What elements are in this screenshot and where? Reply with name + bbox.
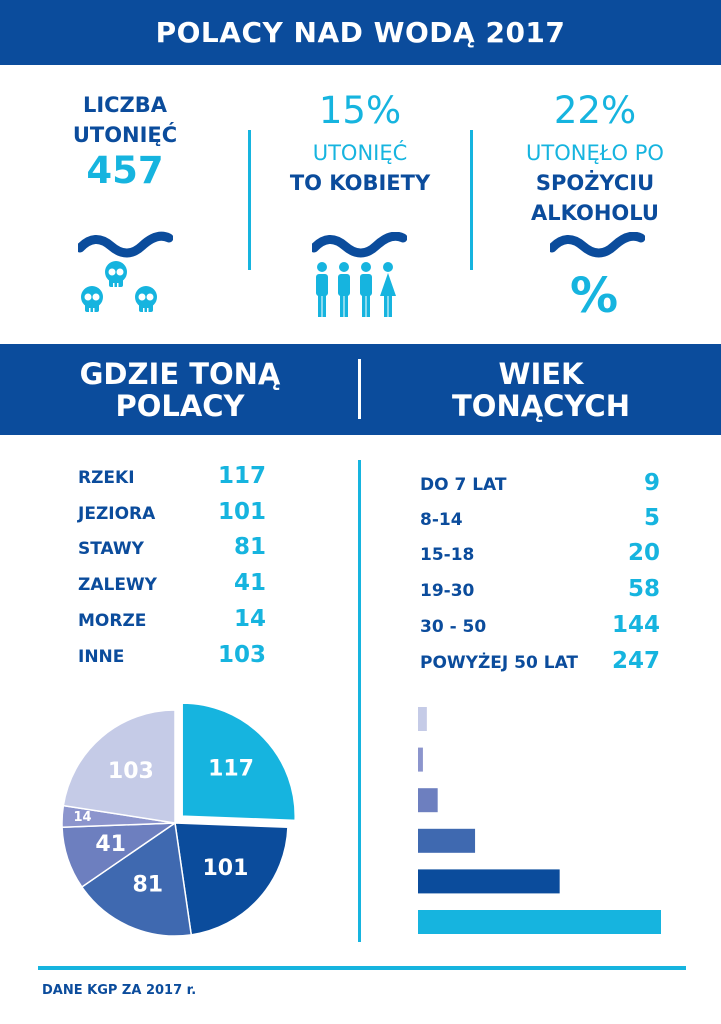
age-bar-5 bbox=[418, 910, 661, 934]
section-age-line-2: TONĄCYCH bbox=[452, 389, 630, 423]
section-where-line-1: GDZIE TONĄ bbox=[79, 357, 281, 391]
people-icon bbox=[309, 231, 408, 331]
stat-drownings: LICZBA UTONIĘĆ 457 bbox=[40, 90, 210, 192]
section-where-header: GDZIE TONĄ POLACY bbox=[35, 358, 325, 422]
pie-label-inne: 103 bbox=[108, 759, 154, 784]
age-row-label: DO 7 LAT bbox=[420, 475, 507, 495]
age-row: DO 7 LAT bbox=[420, 470, 507, 500]
places-row: ZALEWY bbox=[78, 570, 157, 600]
age-row-value: 5 bbox=[643, 505, 660, 531]
age-row-value: 9 bbox=[643, 470, 660, 496]
age-row-value: 247 bbox=[611, 648, 660, 674]
stat-women: 15% UTONIĘĆ TO KOBIETY bbox=[265, 90, 455, 198]
stat-separator-1 bbox=[248, 130, 251, 270]
section-header-divider bbox=[358, 359, 361, 419]
section-where-line-2: POLACY bbox=[115, 389, 245, 423]
pie-slice-jeziora bbox=[174, 822, 289, 936]
pie-label-morze: 14 bbox=[73, 810, 91, 825]
pie-slice-stawy bbox=[80, 821, 193, 937]
places-row-value: 81 bbox=[233, 534, 266, 560]
pie-label-stawy: 81 bbox=[133, 873, 164, 898]
percent-icon: % bbox=[547, 231, 646, 331]
page-title: POLACY NAD WODĄ 2017 bbox=[0, 0, 721, 65]
places-row: INNE bbox=[78, 642, 124, 672]
places-row-value: 117 bbox=[217, 463, 266, 489]
stat-alcohol-label-3: ALKOHOLU bbox=[531, 201, 659, 225]
age-bar-chart bbox=[418, 700, 668, 944]
age-bar-4 bbox=[418, 869, 560, 894]
places-row-label: JEZIORA bbox=[78, 504, 156, 524]
age-row-label: 19-30 bbox=[420, 581, 475, 601]
stat-alcohol: 22% UTONĘŁO PO SPOŻYCIU ALKOHOLU bbox=[500, 90, 690, 228]
footer-divider bbox=[38, 966, 686, 970]
places-row: STAWY bbox=[78, 534, 144, 564]
places-row-value: 41 bbox=[233, 570, 266, 596]
pie-label-jeziora: 101 bbox=[202, 856, 248, 881]
places-row-label: INNE bbox=[78, 647, 125, 667]
stat-alcohol-label-2: SPOŻYCIU bbox=[535, 171, 655, 195]
stat-women-label-2: TO KOBIETY bbox=[289, 171, 431, 195]
places-row-value: 103 bbox=[217, 642, 266, 668]
skulls-icon bbox=[75, 228, 174, 327]
stat-drownings-value: 457 bbox=[86, 149, 164, 192]
pie-slice-inne bbox=[62, 709, 176, 824]
pie-label-rzeki: 117 bbox=[208, 757, 254, 782]
age-row: 19-30 bbox=[420, 576, 474, 606]
age-row-label: 30 - 50 bbox=[420, 617, 487, 637]
places-row-value: 101 bbox=[217, 499, 266, 525]
percent-symbol: % bbox=[570, 268, 619, 324]
age-row-value: 20 bbox=[627, 540, 660, 566]
age-row: 15-18 bbox=[420, 540, 474, 570]
stat-alcohol-value: 22% bbox=[553, 89, 637, 132]
age-bar-2 bbox=[418, 788, 438, 813]
stat-women-label-1: UTONIĘĆ bbox=[312, 141, 408, 165]
footer-source: DANE KGP ZA 2017 r. bbox=[42, 983, 197, 998]
stat-alcohol-label-1: UTONĘŁO PO bbox=[526, 141, 664, 165]
stat-drownings-label-1: LICZBA bbox=[82, 93, 168, 117]
places-row: JEZIORA bbox=[78, 499, 155, 529]
age-bar-1 bbox=[418, 747, 423, 772]
stat-women-value: 15% bbox=[318, 89, 402, 132]
age-bar-3 bbox=[418, 828, 476, 853]
age-row-value: 144 bbox=[611, 612, 660, 638]
places-row-label: MORZE bbox=[78, 611, 147, 631]
places-row: RZEKI bbox=[78, 463, 135, 493]
pie-label-zalewy: 41 bbox=[95, 832, 126, 857]
places-row-label: RZEKI bbox=[78, 468, 135, 488]
age-row-label: POWYŻEJ 50 LAT bbox=[420, 653, 578, 673]
age-bar-0 bbox=[418, 707, 427, 731]
section-header-banner: GDZIE TONĄ POLACY WIEK TONĄCYCH bbox=[0, 344, 721, 435]
pie-slice-rzeki bbox=[181, 702, 296, 822]
places-row-value: 14 bbox=[233, 606, 266, 632]
age-row: 30 - 50 bbox=[420, 612, 486, 642]
age-row-value: 58 bbox=[627, 576, 660, 602]
age-row-label: 15-18 bbox=[420, 545, 475, 565]
age-row: 8-14 bbox=[420, 505, 463, 535]
section-age-header: WIEK TONĄCYCH bbox=[396, 358, 686, 422]
section-age-line-1: WIEK bbox=[498, 357, 584, 391]
places-pie-chart: 117 101 81 41 14 103 bbox=[40, 690, 320, 954]
age-row-label: 8-14 bbox=[420, 510, 463, 530]
places-row-label: ZALEWY bbox=[78, 575, 157, 595]
stat-separator-2 bbox=[470, 130, 473, 270]
places-row-label: STAWY bbox=[78, 539, 144, 559]
stat-drownings-label-2: UTONIĘĆ bbox=[72, 123, 178, 147]
age-row: POWYŻEJ 50 LAT bbox=[420, 648, 578, 678]
places-row: MORZE bbox=[78, 606, 146, 636]
section-divider bbox=[358, 460, 361, 942]
